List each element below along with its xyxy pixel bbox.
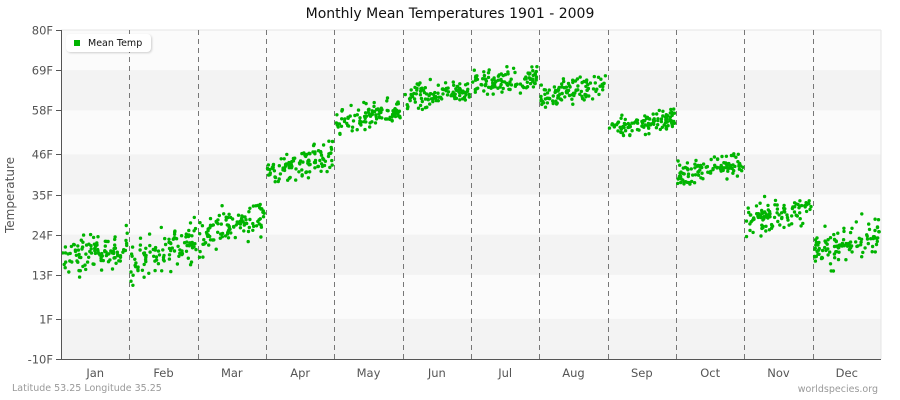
y-tick-label: 13F (32, 269, 53, 283)
x-tick-label-feb: Feb (153, 366, 173, 380)
x-tick-label-mar: Mar (221, 366, 243, 380)
x-tick-label-may: May (357, 366, 381, 380)
y-axis-label: Temperature (3, 157, 17, 234)
y-axis-ticks: 80F 69F 58F 46F 35F 24F 13F 1F -10F (28, 24, 61, 367)
x-tick-label-apr: Apr (290, 366, 310, 380)
x-tick-label-aug: Aug (562, 366, 584, 380)
axes (61, 30, 881, 360)
data-points (61, 65, 881, 287)
source-link[interactable]: worldspecies.org (797, 384, 878, 395)
month-divider-lines (129, 30, 814, 359)
y-tick-label: 69F (32, 64, 53, 78)
legend-swatch-icon (74, 40, 80, 46)
y-tick-label: -10F (28, 353, 53, 367)
y-tick-label: 35F (32, 189, 53, 203)
x-axis-ticks: Jan Feb Mar Apr May Jun Jul Aug Sep Oct Nov Dec (85, 366, 858, 380)
x-tick-label-sep: Sep (631, 366, 653, 380)
x-tick-label-jun: Jun (427, 366, 446, 380)
x-tick-label-dec: Dec (836, 366, 858, 380)
y-tick-label: 24F (32, 229, 53, 243)
y-tick-label: 1F (39, 313, 53, 327)
chart-title: Monthly Mean Temperatures 1901 - 2009 (305, 6, 595, 22)
location-caption: Latitude 53.25 Longitude 35.25 (12, 383, 162, 394)
x-tick-label-nov: Nov (767, 366, 790, 380)
x-tick-label-oct: Oct (700, 366, 720, 380)
x-tick-label-jan: Jan (85, 366, 104, 380)
y-tick-label: 46F (32, 148, 53, 162)
legend: Mean Temp (66, 34, 152, 52)
y-tick-label: 80F (32, 24, 53, 38)
legend-label: Mean Temp (88, 37, 143, 49)
x-tick-label-jul: Jul (497, 366, 512, 380)
y-tick-label: 58F (32, 104, 53, 118)
